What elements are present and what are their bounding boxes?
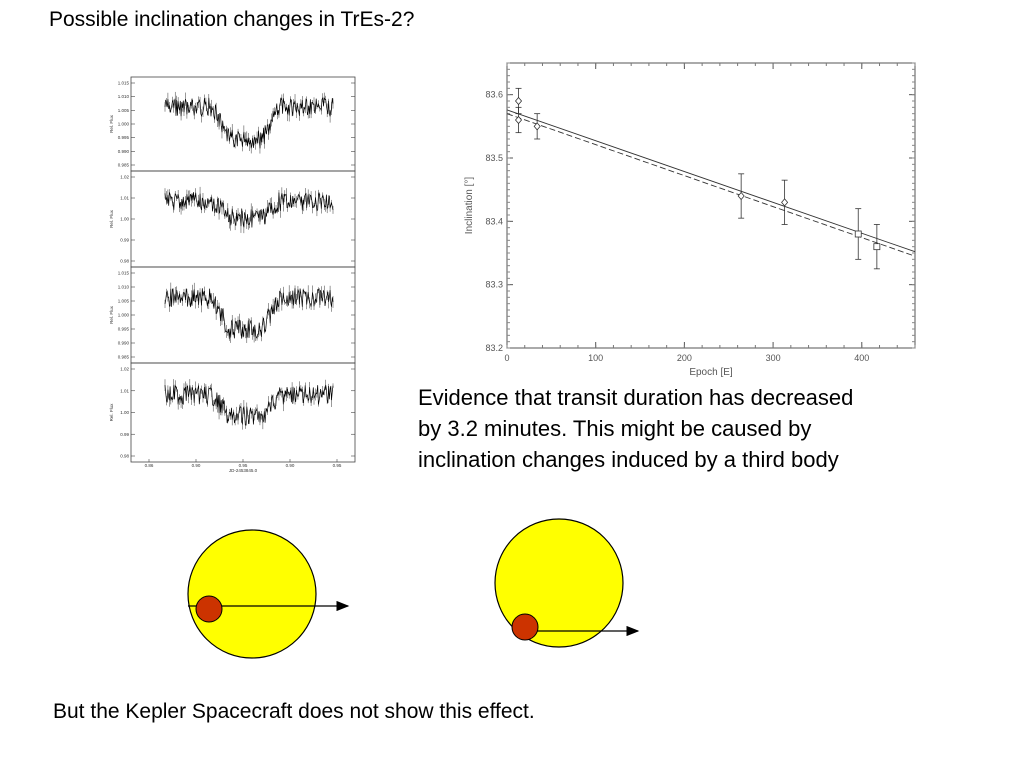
y-tick-label: 1.010 — [118, 285, 130, 290]
y-tick-label: 1.01 — [120, 388, 129, 393]
footer-text: But the Kepler Spacecraft does not show … — [53, 700, 535, 723]
y-tick-label: 0.985 — [118, 355, 130, 360]
y-tick-label: 1.000 — [118, 313, 130, 318]
x-tick-label: 300 — [766, 353, 781, 363]
inclination-chart: 0 100 200 300 400 83.2 83.3 83.4 83.5 83.6 Epoch [… — [464, 62, 916, 378]
y-tick-label: 0.990 — [118, 341, 130, 346]
x-tick-label: 100 — [588, 353, 603, 363]
light-curve-frame — [130, 266, 356, 364]
y-tick-label: 0.995 — [118, 135, 130, 140]
star-disk-2 — [494, 518, 624, 648]
y-tick-label: 1.010 — [118, 94, 130, 99]
y-tick-label: 0.98 — [120, 259, 129, 264]
y-tick-label: 0.99 — [120, 238, 129, 243]
slide-title: Possible inclination changes in TrEs-2? — [49, 8, 415, 31]
plot-frame — [506, 62, 916, 349]
data-point-diamond — [781, 198, 789, 207]
y-tick-label: 1.005 — [118, 299, 130, 304]
y-tick-label: 1.00 — [120, 217, 129, 222]
data-point-square — [854, 230, 862, 238]
y-tick-label: 83.3 — [485, 280, 503, 290]
y-tick-label: 83.6 — [485, 90, 503, 100]
x-tick-label: 400 — [854, 353, 869, 363]
planet-disk-2 — [511, 613, 539, 641]
x-tick-label: 0 — [504, 353, 509, 363]
y-tick-label: 83.2 — [485, 343, 503, 353]
x-tick-label: 0.90 — [192, 463, 201, 468]
evidence-line-2: by 3.2 minutes. This might be caused by — [418, 416, 812, 441]
evidence-text: Evidence that transit duration has decre… — [418, 382, 958, 475]
x-tick-label: 0.95 — [333, 463, 342, 468]
flux-series — [164, 192, 334, 228]
flux-series — [164, 96, 334, 149]
y-tick-label: 1.01 — [120, 196, 129, 201]
y-tick-label: 1.015 — [118, 81, 130, 86]
light-curve-panels: 1.015 1.010 1.005 1.000 0.995 0.990 0.985 Rel. … — [109, 76, 356, 473]
panel-y-label: Rel. Flux — [109, 305, 114, 324]
transit-diagram-grazing — [494, 518, 640, 648]
y-tick-label: 0.995 — [118, 327, 130, 332]
x-tick-label: 0.90 — [286, 463, 295, 468]
fit-line-solid — [506, 109, 916, 253]
data-point-diamond — [515, 115, 523, 125]
y-tick-label: 1.02 — [120, 367, 129, 372]
evidence-line-1: Evidence that transit duration has decre… — [418, 385, 854, 410]
fit-line-dashed — [506, 113, 916, 257]
y-tick-label: 1.000 — [118, 122, 130, 127]
data-point-square — [873, 243, 881, 251]
data-point-diamond — [737, 191, 745, 201]
x-axis-label: Epoch [E] — [689, 367, 733, 378]
planet-disk-1 — [195, 595, 223, 623]
x-tick-label: 200 — [677, 353, 692, 363]
y-tick-label: 83.4 — [485, 216, 503, 226]
y-tick-label: 0.990 — [118, 149, 130, 154]
x-tick-label: 0.86 — [145, 463, 154, 468]
x-axis-label: JD-2453845.0 — [229, 468, 258, 473]
star-disk-1 — [187, 529, 317, 659]
panel-y-label: Rel. Flux — [109, 114, 114, 133]
y-tick-label: 0.98 — [120, 454, 129, 459]
panel-y-label: Rel. Flux — [109, 209, 114, 228]
y-tick-label: 1.005 — [118, 108, 130, 113]
light-curve-frame — [130, 76, 356, 172]
data-point-diamond — [515, 96, 523, 106]
evidence-line-3: inclination changes induced by a third b… — [418, 447, 839, 472]
y-tick-label: 1.02 — [120, 175, 129, 180]
flux-series — [164, 287, 334, 339]
y-tick-label: 1.00 — [120, 410, 129, 415]
y-tick-label: 0.99 — [120, 432, 129, 437]
x-tick-label: 0.95 — [239, 463, 248, 468]
data-point-diamond — [533, 122, 541, 131]
y-tick-label: 0.985 — [118, 163, 130, 168]
y-tick-label: 1.015 — [118, 271, 130, 276]
flux-series — [164, 384, 334, 426]
panel-y-label: Rel. Flux — [109, 403, 114, 422]
y-axis-label: Inclination [°] — [464, 177, 475, 235]
transit-diagram-central — [187, 529, 350, 659]
y-tick-label: 83.5 — [485, 153, 503, 163]
